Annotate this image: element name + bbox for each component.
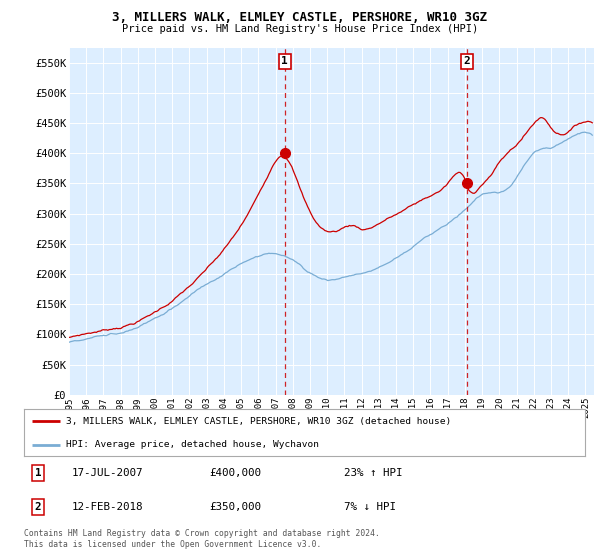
Text: 3, MILLERS WALK, ELMLEY CASTLE, PERSHORE, WR10 3GZ: 3, MILLERS WALK, ELMLEY CASTLE, PERSHORE… [113, 11, 487, 24]
Text: 23% ↑ HPI: 23% ↑ HPI [344, 468, 402, 478]
Text: 12-FEB-2018: 12-FEB-2018 [71, 502, 143, 512]
Text: 17-JUL-2007: 17-JUL-2007 [71, 468, 143, 478]
Text: Contains HM Land Registry data © Crown copyright and database right 2024.
This d: Contains HM Land Registry data © Crown c… [24, 529, 380, 549]
Text: 3, MILLERS WALK, ELMLEY CASTLE, PERSHORE, WR10 3GZ (detached house): 3, MILLERS WALK, ELMLEY CASTLE, PERSHORE… [66, 417, 451, 426]
Text: £400,000: £400,000 [209, 468, 261, 478]
Text: 7% ↓ HPI: 7% ↓ HPI [344, 502, 396, 512]
Text: 1: 1 [35, 468, 41, 478]
Text: HPI: Average price, detached house, Wychavon: HPI: Average price, detached house, Wych… [66, 441, 319, 450]
Text: Price paid vs. HM Land Registry's House Price Index (HPI): Price paid vs. HM Land Registry's House … [122, 24, 478, 34]
Text: 2: 2 [464, 57, 470, 66]
Text: £350,000: £350,000 [209, 502, 261, 512]
Text: 2: 2 [35, 502, 41, 512]
Text: 1: 1 [281, 57, 288, 66]
